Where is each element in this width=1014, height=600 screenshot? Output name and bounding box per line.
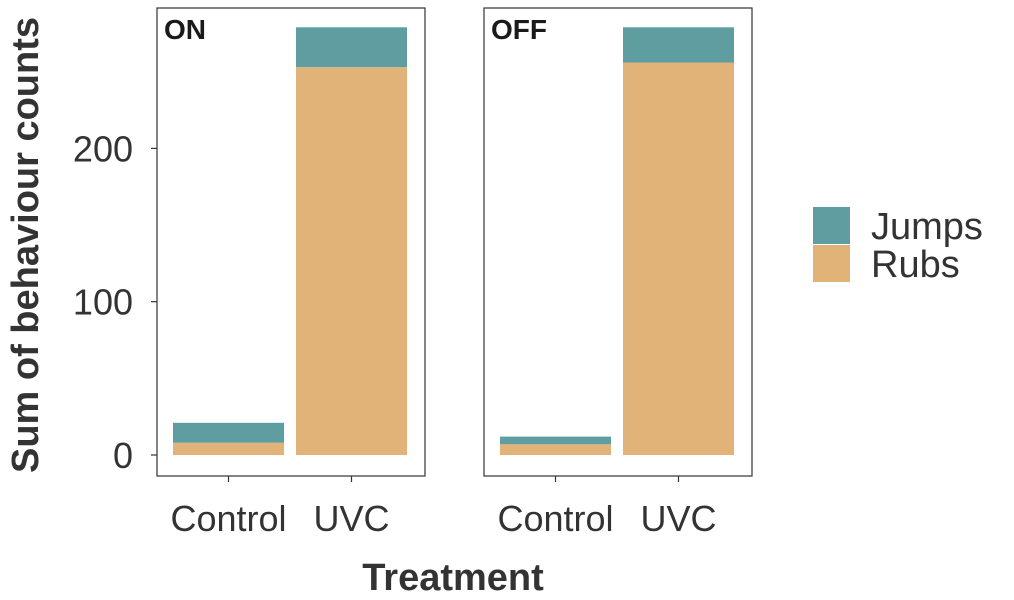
x-tick-label: UVC [313,498,389,539]
legend-swatch-jumps [813,207,850,244]
panel-on: Control UVC ON [156,7,426,539]
y-tick-label: 0 [113,435,133,476]
bar-jumps-control [173,422,284,443]
x-tick-label: Control [170,498,286,539]
legend-label-jumps: Jumps [871,206,983,248]
bar-jumps-uvc [296,27,407,68]
panel-frame [483,7,753,477]
x-axis-label: Treatment [362,557,544,599]
panel-off: Control UVC OFF [483,7,753,539]
legend-swatch-rubs [813,245,850,282]
y-tick-label: 200 [73,128,133,169]
bar-rubs-uvc [623,62,734,455]
x-tick-label: UVC [640,498,716,539]
panel-label: OFF [491,14,547,45]
legend-label-rubs: Rubs [871,244,960,286]
panel-frame [156,7,426,477]
bar-rubs-control [500,444,611,455]
bar-rubs-uvc [296,67,407,455]
y-tick-label: 100 [73,282,133,323]
bar-rubs-control [173,442,284,455]
panel-label: ON [164,14,206,45]
y-axis: 0 100 200 [73,128,157,476]
bar-jumps-control [500,436,611,445]
x-tick-label: Control [497,498,613,539]
y-axis-label: Sum of behaviour counts [5,17,47,473]
panels: Control UVC ON Control UVC OFF [156,7,753,539]
bar-jumps-uvc [623,27,734,63]
